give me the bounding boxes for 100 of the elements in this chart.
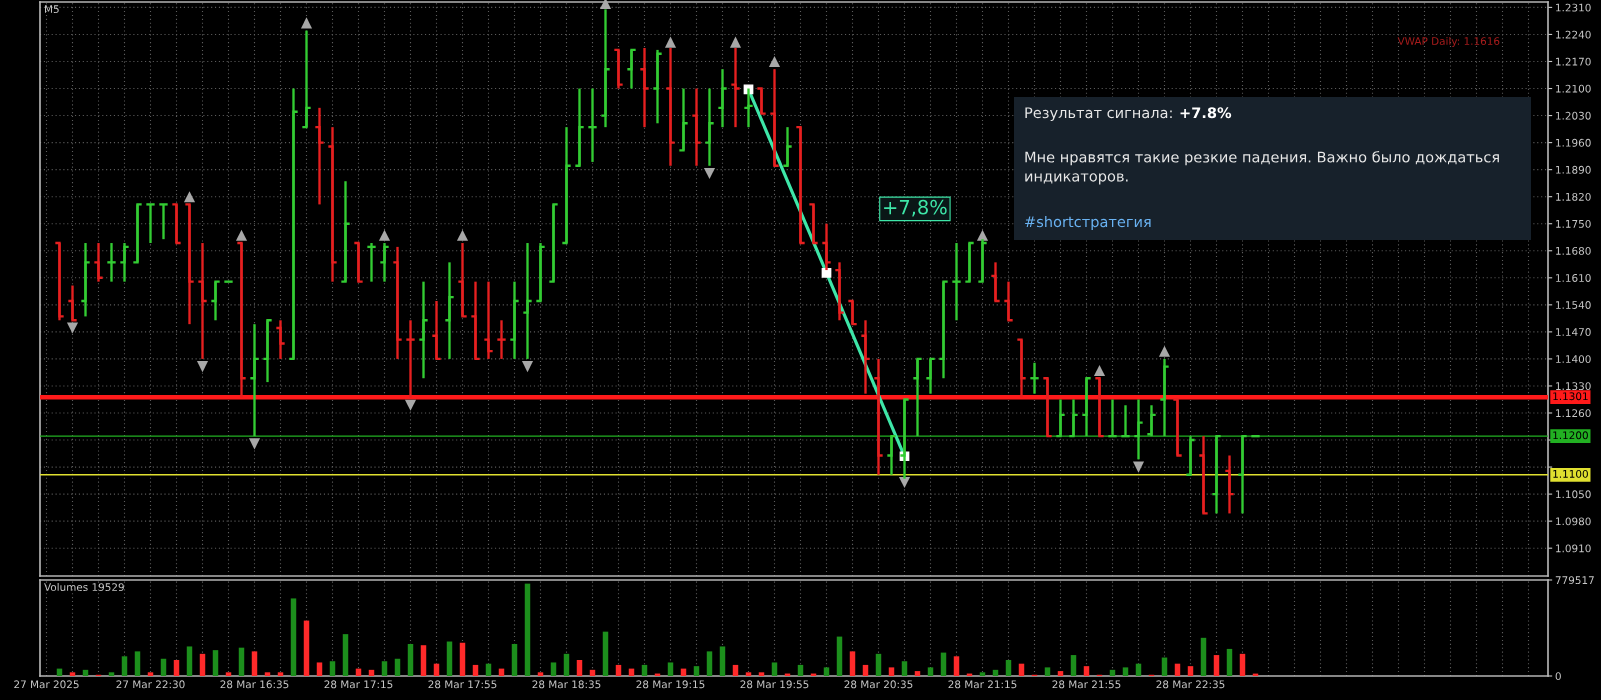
candlestick <box>54 241 65 322</box>
candlestick <box>444 261 455 361</box>
candlestick <box>223 280 234 283</box>
y-tick-label: 1.1330 <box>1556 382 1591 391</box>
bar <box>446 641 453 676</box>
bar <box>563 653 570 676</box>
bar <box>927 667 934 676</box>
candlestick <box>405 319 416 399</box>
candlestick <box>496 319 507 361</box>
bar <box>147 672 154 676</box>
candlestick <box>756 87 767 115</box>
annotation: #shortстратегия <box>1025 215 1151 231</box>
bar <box>693 666 700 676</box>
candlestick <box>1081 377 1092 438</box>
candlestick <box>119 241 130 283</box>
candlestick <box>1055 398 1066 438</box>
bar <box>732 664 739 676</box>
candlestick <box>808 203 819 245</box>
bar <box>472 664 479 676</box>
point <box>521 361 534 373</box>
candlestick <box>873 357 884 476</box>
bar <box>1018 663 1025 676</box>
point <box>1132 461 1145 473</box>
x-tick-label: 28 Mar 18:35 <box>532 680 601 689</box>
candlestick <box>691 87 702 167</box>
candlestick <box>834 261 845 322</box>
point <box>1093 364 1106 377</box>
bar <box>251 651 258 676</box>
y-tick-label: 1.1680 <box>1556 246 1591 255</box>
point <box>821 267 832 278</box>
point <box>300 17 313 29</box>
bar <box>771 662 778 676</box>
y-tick-label: 1.2240 <box>1556 30 1591 39</box>
candlestick <box>184 203 195 326</box>
bar <box>342 634 349 676</box>
bar <box>329 661 336 676</box>
bar <box>862 664 869 676</box>
y-tick-label: 1.1750 <box>1556 219 1591 228</box>
candlestick <box>67 284 78 322</box>
y-tick-label: 1.1540 <box>1556 301 1591 309</box>
candlestick <box>1133 398 1144 461</box>
candlestick <box>249 322 260 438</box>
bar <box>511 643 518 676</box>
x-tick-label: 28 Mar 21:55 <box>1052 680 1121 689</box>
point <box>599 0 612 10</box>
candlestick <box>951 241 962 322</box>
y-tick-label: 1.1470 <box>1556 328 1591 336</box>
annotation: +7.8% <box>1180 107 1232 119</box>
candlestick <box>327 125 338 283</box>
candlestick <box>1172 398 1183 457</box>
bar <box>719 646 726 676</box>
candlestick <box>353 241 364 283</box>
bar <box>797 664 804 676</box>
y-tick-label: 1.1890 <box>1556 165 1591 174</box>
chart-title: Volumes 19529 <box>44 582 124 592</box>
candlestick <box>418 280 429 380</box>
point <box>404 399 417 411</box>
bar <box>212 650 219 676</box>
candlestick <box>990 261 1001 303</box>
bar <box>576 659 583 676</box>
bar <box>69 672 76 676</box>
bar <box>459 642 466 676</box>
candlestick <box>1185 434 1196 476</box>
bar <box>290 598 297 676</box>
x-tick-label: 28 Mar 16:35 <box>220 680 289 689</box>
candlestick <box>912 357 923 438</box>
bar <box>1044 667 1051 676</box>
y-tick-label: 1.0980 <box>1556 517 1591 526</box>
bar <box>706 651 713 676</box>
bar <box>381 661 388 676</box>
candlestick <box>886 434 897 476</box>
candlestick <box>288 87 299 361</box>
y-tick-label: 1.2170 <box>1556 57 1591 66</box>
bar <box>901 661 908 676</box>
bar <box>225 672 232 676</box>
candlestick <box>795 125 806 245</box>
bar <box>1135 663 1142 676</box>
x-tick-label: 28 Mar 19:15 <box>636 680 705 689</box>
bar <box>550 662 557 676</box>
point <box>235 229 248 241</box>
x-tick-label: 28 Mar 20:35 <box>844 680 913 689</box>
candlestick <box>1159 357 1170 438</box>
candlestick <box>171 203 182 245</box>
candlestick <box>210 280 221 322</box>
bar <box>1239 653 1246 676</box>
bar <box>836 636 843 676</box>
bar <box>940 652 947 676</box>
candlestick <box>938 280 949 380</box>
bar <box>108 672 115 676</box>
y-tick-label: 1.2310 <box>1556 3 1591 12</box>
candlestick <box>1237 434 1248 515</box>
candlestick <box>457 241 468 318</box>
bar <box>823 667 830 676</box>
candlestick <box>1146 404 1157 438</box>
bar <box>1070 655 1077 676</box>
point <box>378 229 391 241</box>
candlestick <box>847 299 858 326</box>
bar <box>1187 666 1194 676</box>
bar <box>875 653 882 676</box>
bar <box>667 662 674 676</box>
